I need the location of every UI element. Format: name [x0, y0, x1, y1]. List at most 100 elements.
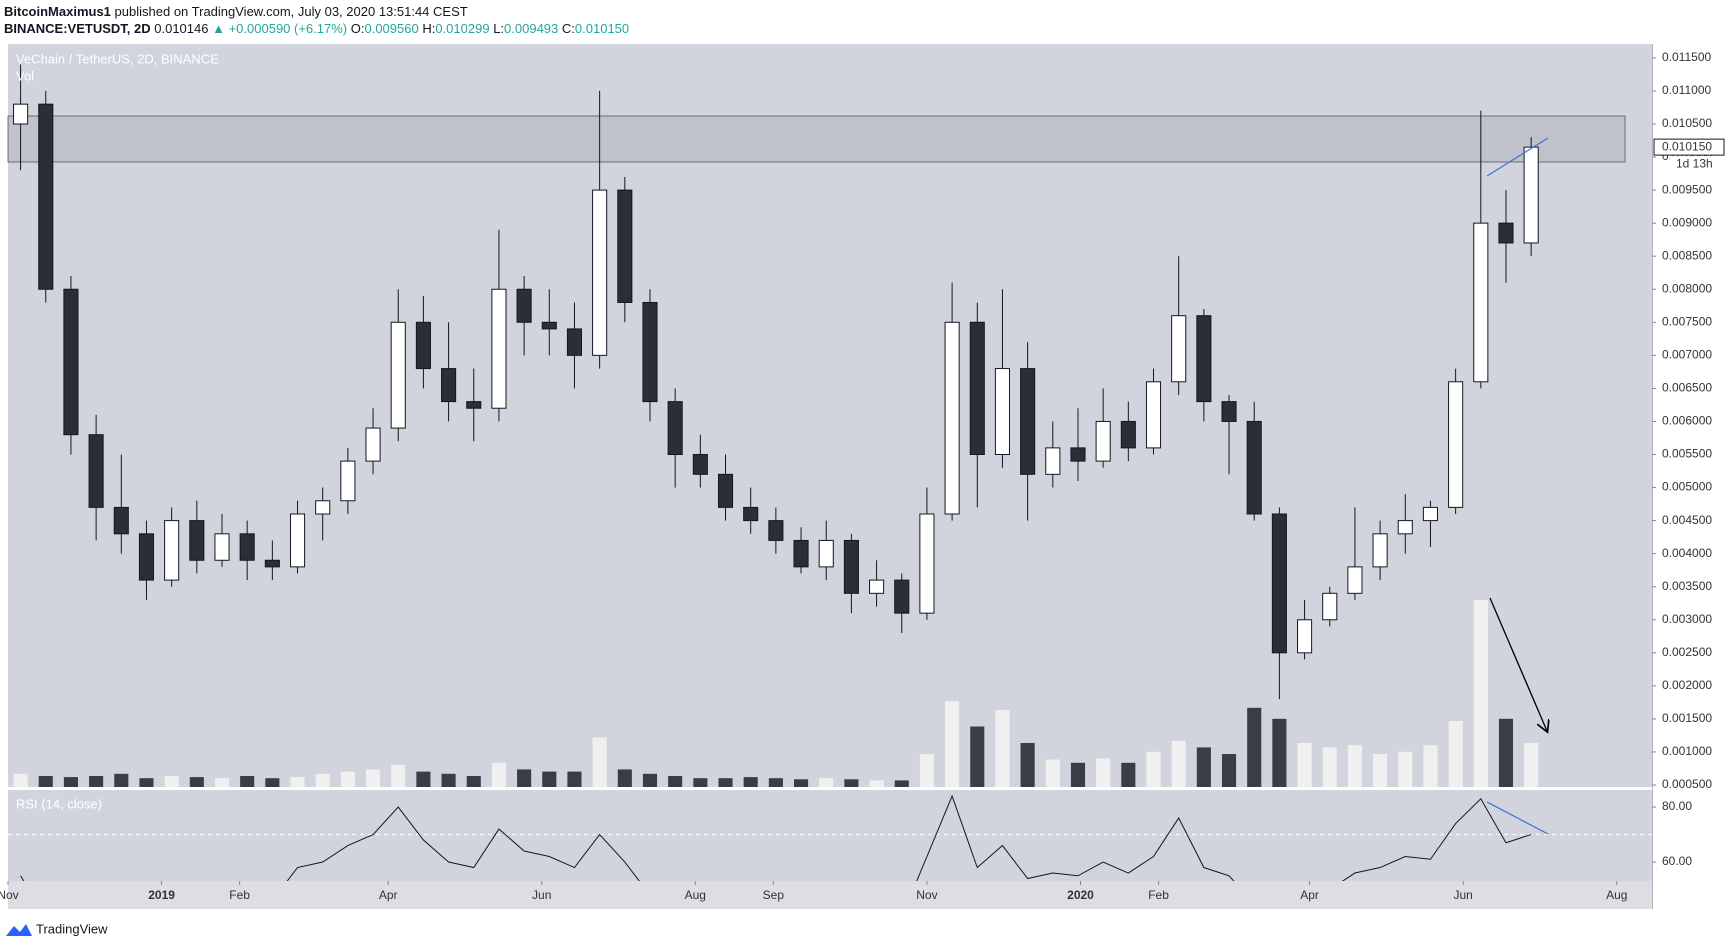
candle-body — [566, 328, 583, 356]
y-tick-label: 0.005500 — [1662, 447, 1712, 461]
y-tick-label: 0.002500 — [1662, 645, 1712, 659]
candle-body — [1095, 420, 1111, 462]
candle-body — [1322, 592, 1338, 621]
x-tick-label: Nov — [0, 888, 19, 902]
last-price-label: 0.010150 — [1662, 139, 1712, 153]
candle-body — [617, 189, 633, 303]
candle-layer — [13, 64, 1539, 700]
volume-bar — [340, 771, 355, 787]
published: published on TradingView.com, July 03, 2… — [115, 4, 468, 19]
candle-body — [1473, 222, 1489, 383]
candle-body — [1372, 533, 1388, 568]
candle-body — [38, 103, 54, 290]
candle-body — [289, 513, 306, 568]
y-tick-label: 0.011500 — [1662, 50, 1711, 64]
volume-bar — [214, 778, 230, 787]
volume-bar — [89, 776, 104, 787]
candle-body — [1271, 513, 1287, 654]
candle-body — [1422, 506, 1438, 522]
volume-bar — [1297, 743, 1312, 787]
candle-body — [516, 288, 532, 323]
x-tick-label: Feb — [1148, 888, 1169, 902]
header-line-1: BitcoinMaximus1 published on TradingView… — [4, 4, 468, 19]
volume-bar — [1045, 759, 1060, 787]
candle-body — [592, 189, 608, 356]
volume-bar — [466, 776, 481, 787]
volume-bar — [592, 737, 607, 787]
close: 0.010150 — [575, 21, 629, 36]
candle-body — [818, 539, 834, 568]
candle-body — [1347, 566, 1363, 594]
l-label: L: — [493, 21, 504, 36]
candle-body — [667, 401, 683, 456]
volume-bar — [1398, 751, 1413, 787]
candle-body — [113, 506, 129, 535]
y-tick-label: 0.003500 — [1662, 579, 1712, 593]
candle-body — [1397, 520, 1413, 535]
high: 0.010299 — [435, 21, 489, 36]
countdown-box — [1670, 156, 1722, 173]
time-axis — [8, 881, 1652, 909]
y-tick-label: 0.008500 — [1662, 248, 1712, 262]
open: 0.009560 — [364, 21, 418, 36]
candle-body — [1498, 222, 1514, 244]
candle-body — [1020, 368, 1036, 475]
volume-bar — [189, 777, 204, 787]
y-tick-label: 0.001500 — [1662, 711, 1712, 725]
low: 0.009493 — [504, 21, 558, 36]
volume-bar — [768, 778, 783, 787]
volume-bar — [416, 771, 431, 787]
volume-arrow — [1489, 597, 1547, 731]
volume-bar — [391, 765, 406, 787]
y-tick-label: 0.009000 — [1662, 215, 1712, 229]
author: BitcoinMaximus1 — [4, 4, 111, 19]
volume-bar — [970, 726, 985, 787]
candle-body — [894, 579, 910, 614]
candle-body — [692, 454, 708, 475]
volume-bar — [642, 773, 658, 787]
volume-bar — [1121, 762, 1136, 787]
y-tick-label: 0.001000 — [1662, 744, 1712, 758]
y-tick-label: 0.007000 — [1662, 348, 1712, 362]
x-tick-label: Aug — [685, 888, 706, 902]
candle-body — [919, 513, 935, 614]
x-tick-label: Apr — [379, 888, 398, 902]
candle-body — [390, 321, 406, 429]
volume-bar — [819, 778, 834, 787]
candle-body — [944, 321, 960, 515]
volume-bar — [567, 771, 582, 787]
volume-bar — [1196, 747, 1211, 787]
x-tick-label: Feb — [229, 888, 250, 902]
candle-body — [466, 401, 482, 409]
logo-icon — [6, 924, 32, 936]
rsi-trendline — [1486, 801, 1549, 835]
candle-body — [994, 368, 1011, 456]
candle-body — [138, 533, 155, 581]
candle-body — [441, 368, 457, 403]
volume-bar — [1096, 758, 1111, 787]
volume-bar — [1171, 740, 1186, 787]
candle-body — [365, 427, 381, 462]
rsi-tick-label: 80.00 — [1662, 799, 1692, 813]
x-tick-label: 2019 — [148, 888, 175, 902]
candle-body — [1171, 315, 1187, 383]
x-tick-label: Jun — [532, 888, 551, 902]
volume-bar — [1473, 600, 1488, 787]
volume-bar — [114, 773, 129, 787]
candle-body — [768, 520, 784, 541]
candle-body — [1196, 315, 1212, 403]
volume-bar — [164, 776, 179, 787]
volume-bar — [1020, 743, 1035, 787]
footer-logo: TradingView — [6, 921, 108, 936]
candle-body — [1070, 447, 1086, 462]
y-tick-label: 0.008000 — [1662, 281, 1712, 295]
candle-body — [843, 539, 859, 594]
rsi-label: RSI (14, close) — [16, 796, 102, 811]
price-trendline — [1486, 137, 1549, 177]
y-tick-label: 0.006000 — [1662, 414, 1712, 428]
h-label: H: — [422, 21, 435, 36]
axes: 0.000500 0.001000 0.001500 0.002000 0.002500… — [0, 50, 1725, 902]
footer-text: TradingView — [36, 921, 108, 936]
volume-bar — [441, 773, 456, 787]
